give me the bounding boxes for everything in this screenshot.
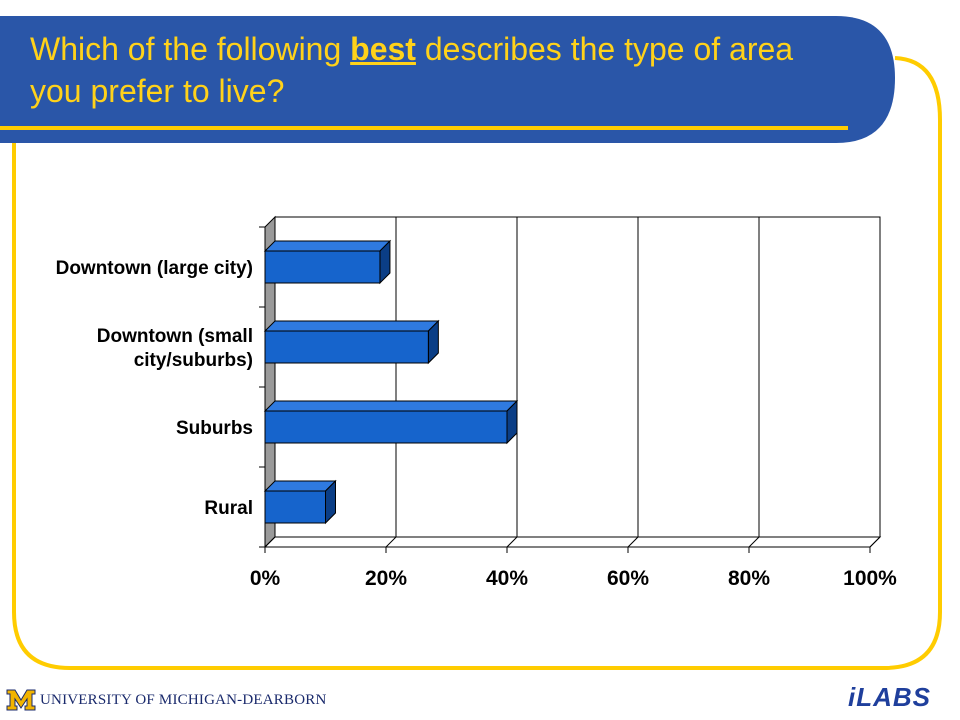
bar-front: [264, 490, 326, 524]
floor-gridline: [627, 536, 639, 548]
bar-top: [263, 240, 392, 252]
university-name: UNIVERSITY OF MICHIGAN-DEARBORN: [40, 691, 327, 708]
x-tick-label: 0%: [250, 567, 281, 590]
title-text-start: Which of the following: [30, 31, 351, 67]
x-tick-label: 100%: [843, 567, 897, 590]
slide-title: Which of the following best describes th…: [30, 28, 830, 112]
floor-gridline: [506, 536, 518, 548]
bar-front: [264, 410, 508, 444]
x-tick-label: 40%: [486, 567, 528, 590]
bar-front: [264, 250, 381, 284]
header-underline: [0, 126, 848, 130]
bar: [263, 319, 440, 365]
bar: [263, 479, 337, 525]
university-logo: UNIVERSITY OF MICHIGAN-DEARBORN: [6, 686, 326, 714]
category-label: Rural: [204, 498, 253, 519]
bar-front: [264, 330, 429, 364]
category-label: Downtown (large city): [56, 258, 253, 279]
bar-top: [263, 400, 519, 412]
floor-gridline: [869, 536, 881, 548]
x-tick-label: 80%: [728, 567, 770, 590]
floor-gridline: [748, 536, 760, 548]
floor-gridline: [385, 536, 397, 548]
bar: [263, 239, 392, 285]
x-tick-label: 20%: [365, 567, 407, 590]
ilabs-logo: iLABS: [848, 682, 931, 712]
bar: [263, 399, 519, 445]
bar-top: [263, 320, 440, 332]
title-text-end: describes the type of area you prefer to…: [30, 31, 794, 109]
block-m-icon: [6, 689, 36, 711]
chart-floor: [263, 536, 882, 548]
bar-top: [263, 480, 337, 492]
header-band: [0, 16, 895, 143]
chart-labels: 0% 20% 40% 60% 80% 100% Downtown (large city) D…: [56, 258, 898, 590]
category-label: Downtown (small: [97, 326, 253, 347]
category-label: Suburbs: [176, 418, 253, 439]
chart-bars: [263, 239, 519, 525]
floor-gridline: [264, 536, 276, 548]
x-tick-label: 60%: [607, 567, 649, 590]
frame-border: [12, 56, 942, 670]
category-label: city/suburbs): [134, 350, 253, 371]
title-emphasis: best: [350, 31, 416, 67]
